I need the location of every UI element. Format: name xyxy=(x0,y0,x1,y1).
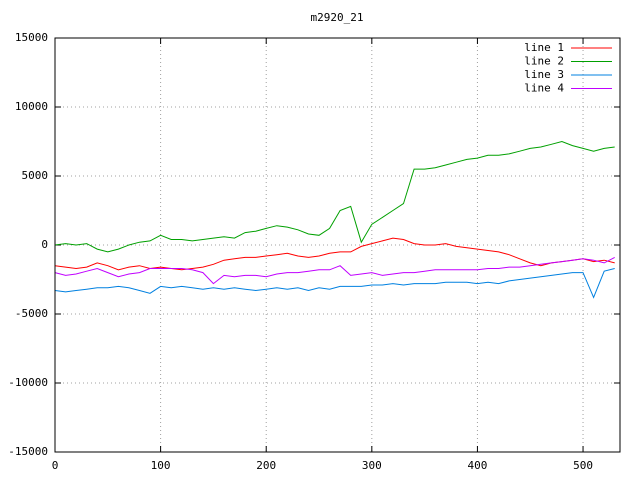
y-tick-label: -10000 xyxy=(8,376,48,389)
x-tick-label: 200 xyxy=(256,459,276,472)
series-line xyxy=(54,140,615,253)
y-tick-label: 15000 xyxy=(15,31,48,44)
y-tick-label: 5000 xyxy=(22,169,49,182)
x-tick-label: 500 xyxy=(573,459,593,472)
x-tick-label: 400 xyxy=(467,459,487,472)
x-tick-label: 0 xyxy=(52,459,59,472)
y-tick-label: 10000 xyxy=(15,100,48,113)
plot-frame xyxy=(54,37,621,453)
chart-title: m2920_21 xyxy=(311,11,364,24)
y-tick-label: -5000 xyxy=(15,307,48,320)
x-tick-label: 100 xyxy=(151,459,171,472)
legend-label: line 3 xyxy=(524,68,564,81)
x-tick-label: 300 xyxy=(362,459,382,472)
series-line xyxy=(54,237,615,271)
series-line xyxy=(54,268,615,299)
y-tick-label: 0 xyxy=(41,238,48,251)
series-line xyxy=(54,256,615,285)
legend-label: line 1 xyxy=(524,41,564,54)
legend-label: line 4 xyxy=(524,82,564,95)
legend-label: line 2 xyxy=(524,55,564,68)
y-tick-label: -15000 xyxy=(8,445,48,458)
